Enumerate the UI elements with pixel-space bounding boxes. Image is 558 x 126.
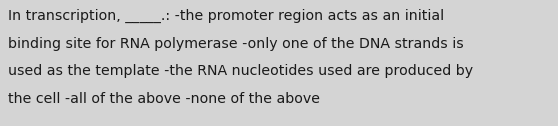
Text: the cell -all of the above -none of the above: the cell -all of the above -none of the … — [8, 92, 320, 106]
Text: In transcription, _____.: -the promoter region acts as an initial: In transcription, _____.: -the promoter … — [8, 9, 445, 23]
Text: binding site for RNA polymerase -only one of the DNA strands is: binding site for RNA polymerase -only on… — [8, 37, 464, 51]
Text: used as the template -the RNA nucleotides used are produced by: used as the template -the RNA nucleotide… — [8, 64, 474, 78]
